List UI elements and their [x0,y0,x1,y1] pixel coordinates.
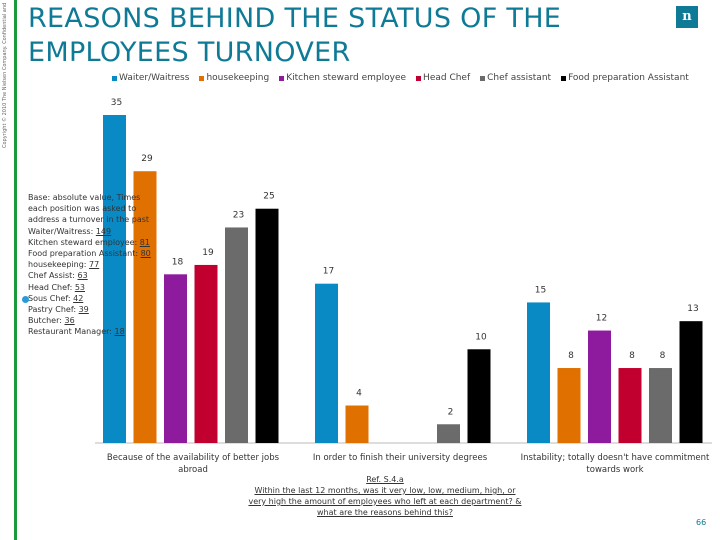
base-note-line-8: Head Chef: 53 [28,282,85,292]
page-title: REASONS BEHIND THE STATUS OF THE EMPLOYE… [28,2,588,70]
ref-line-1: Ref. S.4.a [366,475,404,484]
legend-item-4: Chef assistant [480,73,551,83]
legend-swatch-1 [199,75,205,81]
sidebar-accent-line [14,0,17,540]
base-note-line-9: Sous Chef: 42 [28,293,84,303]
bar-label-c1-s0: 17 [323,267,334,277]
base-note-value-5: 80 [140,249,151,259]
base-note-value-12: 18 [114,327,125,337]
bar-label-c1-s4: 2 [448,407,454,417]
ref-line-4: what are the reasons behind this? [317,508,453,517]
bar-c0-s3 [194,264,218,443]
title-line-1: REASONS BEHIND THE STATUS OF THE [28,3,562,34]
bar-c2-s1 [557,368,581,443]
bar-c2-s0 [527,302,550,443]
bar-label-c0-s4: 23 [233,210,244,220]
legend-item-2: Kitchen steward employee [279,73,406,83]
page-number: 66 [696,518,707,527]
base-note-line-4: Kitchen steward employee: 81 [28,237,150,247]
legend-item-1: housekeeping [199,73,269,83]
legend-label-2: Kitchen steward employee [286,73,407,83]
bar-c2-s2 [588,330,611,443]
bar-label-c1-s1: 4 [356,389,362,399]
bar-c2-s4 [649,368,672,443]
base-note-value-3: 149 [95,226,112,236]
bar-label-c2-s5: 13 [687,304,698,314]
title-line-2: EMPLOYEES TURNOVER [28,37,351,68]
bar-c0-s4 [225,227,248,443]
legend-label-0: Waiter/Waitress [119,73,190,83]
base-note-value-10: 39 [78,305,89,315]
legend-swatch-0 [112,75,117,81]
legend-swatch-2 [279,75,285,81]
bar-label-c0-s3: 19 [202,248,214,258]
legend-label-3: Head Chef [423,73,471,83]
chart-legend: Waiter/Waitress housekeeping Kitchen stewa… [112,73,712,83]
bar-label-c0-s2: 18 [172,257,184,267]
bar-label-c0-s5: 25 [263,192,274,202]
bar-c1-s5 [467,349,491,443]
bar-label-c2-s1: 8 [568,351,574,361]
base-note-line-1: each position was asked to [28,204,137,214]
base-note-line-5: Food preparation Assistant: 80 [28,249,151,259]
reference-note: Ref. S.4.a Within the last 12 months, wa… [240,474,530,518]
base-note-value-6: 77 [89,260,100,270]
base-note-value-7: 63 [77,271,88,281]
bar-c1-s4 [437,424,460,443]
base-note-line-6: housekeeping: 77 [28,260,100,270]
legend-item-3: Head Chef [416,73,470,83]
legend-swatch-3 [416,75,422,81]
bar-c2-s5 [679,321,703,443]
base-note-line-12: Restaurant Manager: 18 [28,327,125,337]
base-note-line-7: Chef Assist: 63 [28,271,88,281]
base-note-value-11: 36 [64,316,75,326]
base-note-value-9: 42 [73,293,84,303]
category-label-2: Instability; totally doesn't have commit… [520,453,710,475]
base-note-line-0: Base: absolute value, Times [28,193,141,202]
bar-label-c2-s2: 12 [596,314,607,324]
bar-c0-s5 [255,208,279,443]
bar-c0-s2 [164,274,187,443]
category-label-0: Because of the availability of better jo… [106,453,280,475]
legend-swatch-4 [480,75,486,81]
nielsen-logo-icon: n [676,6,698,28]
bar-c2-s3 [618,368,642,443]
base-note-value-8: 53 [74,282,85,292]
legend-item-5: Food preparation Assistant [561,73,689,83]
bar-label-c2-s0: 15 [535,285,546,295]
legend-label-1: housekeeping [206,73,270,83]
bar-c0-s1 [133,171,157,443]
legend-swatch-5 [561,75,567,81]
bar-label-c0-s0: 35 [111,98,122,108]
bar-label-c1-s5: 10 [475,332,487,342]
ref-line-3: very high the amount of employees who le… [248,497,522,506]
ref-line-2: Within the last 12 months, was it very l… [254,486,516,495]
base-note-line-10: Pastry Chef: 39 [28,305,89,315]
bar-c1-s1 [345,405,369,443]
bar-label-c2-s4: 8 [660,351,666,361]
base-note: Base: absolute value, Times each position… [28,192,158,338]
base-note-line-2: address a turnover in the past [28,215,150,225]
legend-label-4: Chef assistant [487,73,552,83]
legend-item-0: Waiter/Waitress [112,73,189,83]
note-bullet-icon [22,296,29,303]
bar-c1-s0 [315,283,338,443]
base-note-line-11: Butcher: 36 [28,316,75,326]
base-note-line-3: Waiter/Waitress: 149 [28,226,112,236]
legend-label-5: Food preparation Assistant [568,73,689,83]
base-note-value-4: 81 [139,237,150,247]
category-label-1: In order to finish their university degr… [312,453,488,463]
bar-c0-s0 [103,115,126,443]
bar-label-c2-s3: 8 [629,351,635,361]
bar-label-c0-s1: 29 [141,154,153,164]
